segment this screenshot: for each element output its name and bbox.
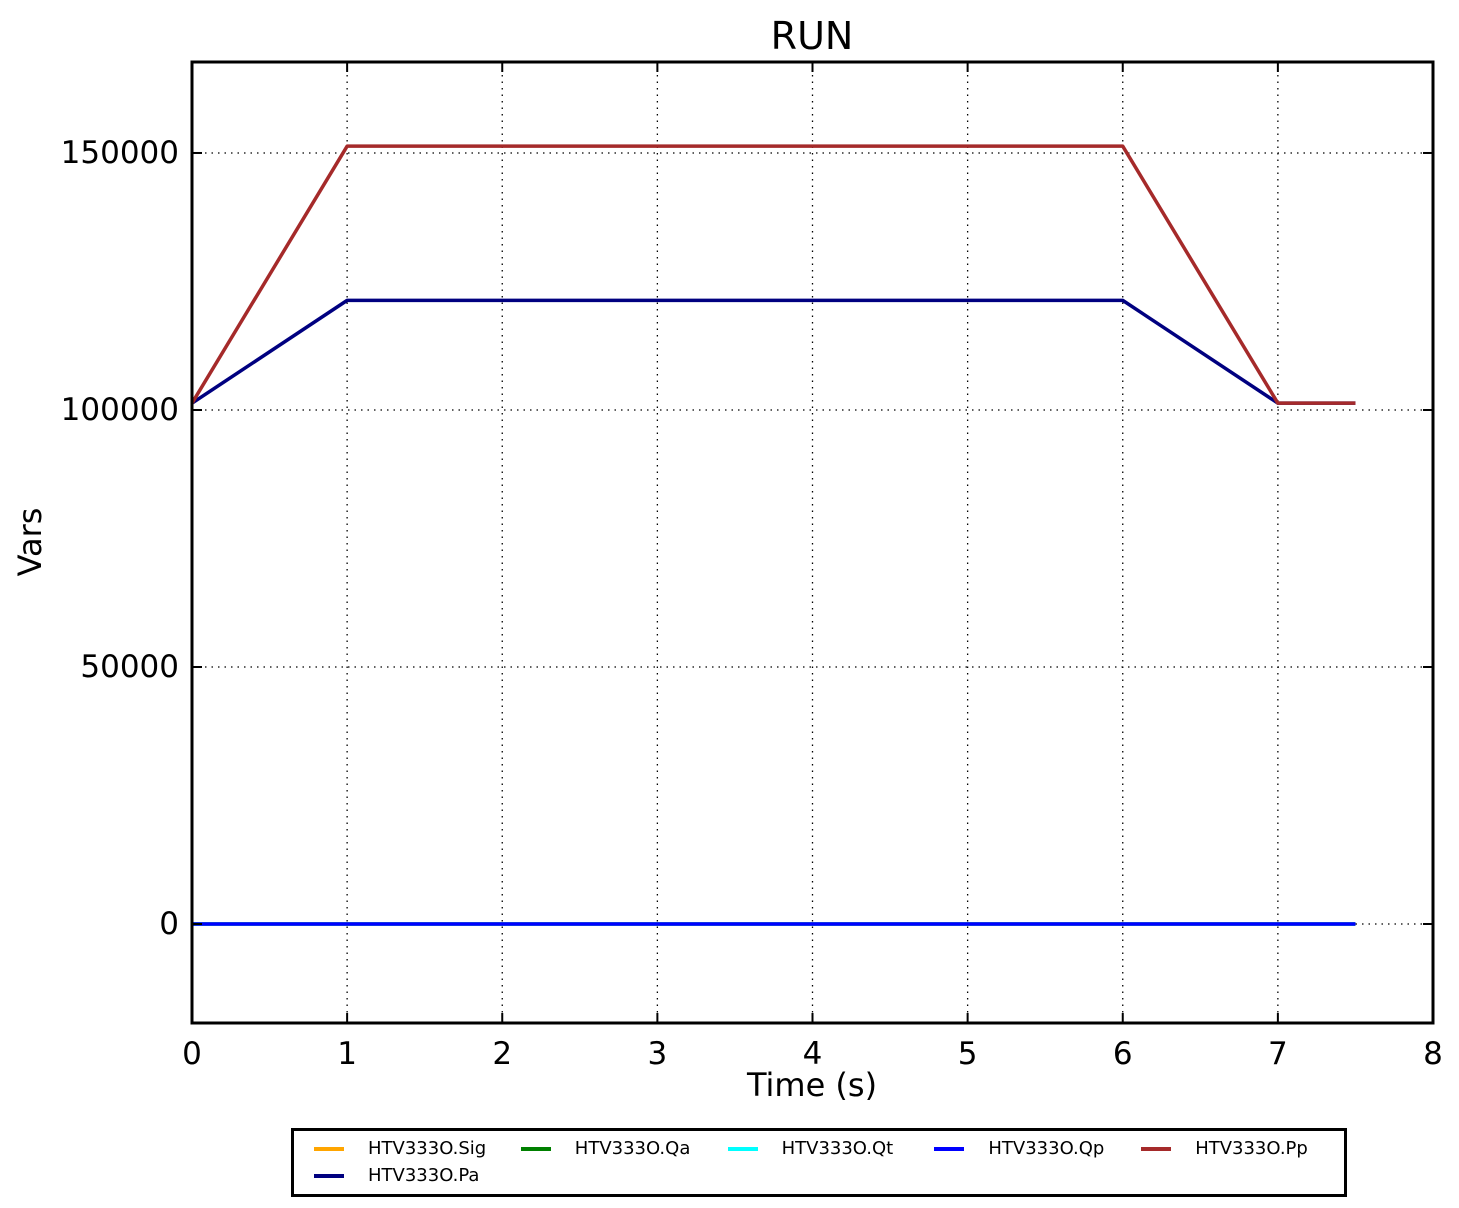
x-tick-label: 7 — [1268, 1036, 1288, 1072]
x-tick-label: 1 — [337, 1036, 357, 1072]
x-tick-label: 2 — [492, 1036, 513, 1072]
legend-label: HTV333O.Qp — [988, 1138, 1105, 1159]
legend-swatch-icon — [314, 1173, 344, 1178]
y-tick-label: 50000 — [80, 648, 179, 685]
legend-label: HTV333O.Qa — [574, 1138, 691, 1159]
legend-label: HTV333O.Sig — [368, 1138, 487, 1159]
legend-swatch-icon — [1141, 1146, 1172, 1151]
legend-item: HTV333O.Pp — [1129, 1138, 1336, 1159]
x-tick-label: 5 — [957, 1036, 978, 1072]
legend-item: HTV333O.Sig — [302, 1138, 509, 1159]
legend-label: HTV333O.Qt — [781, 1138, 894, 1159]
y-tick-label: 0 — [159, 906, 179, 942]
series-line-HTV333O.Pa — [191, 298, 1356, 405]
x-tick-label: 4 — [802, 1036, 823, 1072]
x-axis-label: Time (s) — [746, 1066, 878, 1104]
legend-swatch-icon — [314, 1146, 344, 1151]
legend-swatch-icon — [520, 1146, 551, 1151]
y-tick-label: 150000 — [60, 134, 179, 171]
legend-swatch-icon — [727, 1146, 758, 1151]
legend-item: HTV333O.Qp — [922, 1138, 1129, 1159]
legend-label: HTV333O.Pa — [368, 1165, 480, 1186]
y-axis-label: Vars — [11, 507, 49, 577]
y-tick-label: 100000 — [60, 391, 179, 428]
legend-item: HTV333O.Qt — [716, 1138, 923, 1159]
legend: HTV333O.Sig HTV333O.Qa HTV333O.Qt HTV333O.Q… — [291, 1128, 1347, 1197]
legend-item: HTV333O.Pa — [302, 1165, 509, 1186]
legend-label: HTV333O.Pp — [1195, 1138, 1308, 1159]
chart-title: RUN — [770, 14, 854, 58]
series-line-HTV333O.Pp — [190, 144, 1356, 405]
x-tick-label: 3 — [647, 1036, 668, 1072]
x-tick-label: 0 — [182, 1036, 202, 1072]
x-tick-label: 6 — [1112, 1036, 1133, 1072]
axes-frame — [190, 60, 1435, 1025]
x-tick-label: 8 — [1423, 1036, 1443, 1072]
legend-swatch-icon — [934, 1146, 965, 1151]
legend-item: HTV333O.Qa — [509, 1138, 716, 1159]
